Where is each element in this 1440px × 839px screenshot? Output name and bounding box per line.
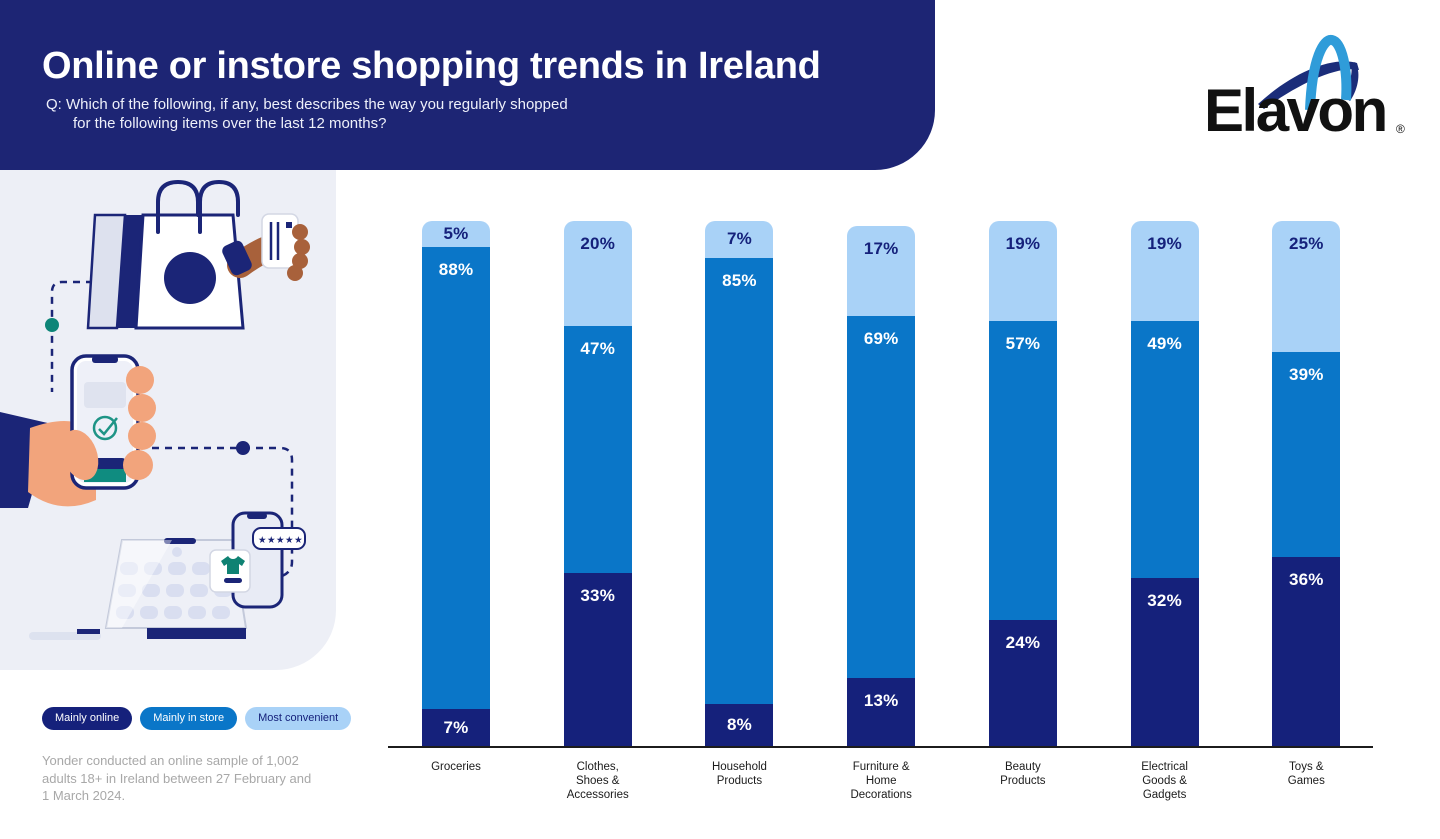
value-label: 47%	[580, 339, 616, 358]
shopping-illustration: ★★★★★	[0, 179, 310, 640]
bar-groceries: 5% 88% 7%	[422, 221, 490, 746]
stacked-bar-chart: 5% 88% 7% 20% 47% 33% 7% 85% 8% 17% 69% 13% 19% 57% 24…	[422, 221, 1341, 746]
registered-trademark: ®	[1396, 122, 1405, 136]
segment-mainly-in-store: 39%	[1272, 352, 1341, 557]
segment-most-convenient: 7%	[705, 221, 774, 258]
value-label: 20%	[580, 234, 616, 253]
bar-toys-games: 25% 39% 36%	[1272, 221, 1341, 746]
teal-dot	[45, 318, 59, 332]
category-label: Electrical Goods & Gadgets	[1141, 761, 1188, 801]
footnote-line3: 1 March 2024.	[42, 788, 126, 803]
laptop	[29, 538, 248, 640]
footnote-line2: adults 18+ in Ireland between 27 Februar…	[42, 770, 312, 786]
segment-mainly-online: 36%	[1272, 557, 1341, 746]
value-label: 19%	[1147, 234, 1182, 253]
segment-mainly-in-store: 85%	[705, 257, 774, 704]
segment-mainly-online: 13%	[847, 677, 916, 746]
swoosh-light-arc	[1305, 34, 1352, 111]
category-label: Furniture & Home Decorations	[850, 761, 912, 801]
checkmark-icon	[92, 415, 118, 441]
product-phone: ★★★★★	[209, 511, 306, 609]
value-label: 13%	[863, 690, 899, 710]
dashed-path-left	[50, 280, 106, 392]
category-label: Household Products	[711, 761, 767, 787]
rating-bubble: ★★★★★	[252, 527, 306, 550]
elavon-wordmark: Elavon	[1204, 77, 1388, 144]
segment-most-convenient: 19%	[988, 221, 1057, 321]
value-label: 39%	[1289, 365, 1324, 385]
page-title: Online or instore shopping trends in Ire…	[42, 45, 821, 87]
value-label: 17%	[863, 239, 899, 259]
value-label: 24%	[1005, 633, 1041, 652]
value-label: 32%	[1147, 591, 1182, 610]
bar-furniture-home-decorations: 17% 69% 13%	[847, 226, 916, 746]
shopping-bag	[86, 179, 245, 330]
illustration-panel: ★★★★★	[0, 170, 336, 670]
bar-household-products: 7% 85% 8%	[705, 221, 774, 746]
methodology-footnote: Yonder conducted an online sample of 1,0…	[42, 752, 332, 805]
elavon-swoosh-icon	[1258, 34, 1359, 111]
value-label: 33%	[580, 585, 616, 605]
category-label: Clothes, Shoes & Accessories	[566, 761, 629, 801]
value-label: 49%	[1147, 333, 1182, 353]
navy-dot	[236, 441, 250, 455]
segment-mainly-in-store: 88%	[422, 247, 490, 710]
dashed-path-right	[152, 446, 294, 578]
x-axis-line	[388, 746, 1373, 748]
rating-stars: ★★★★★	[258, 535, 303, 546]
survey-question-line2: for the following items over the last 12…	[73, 115, 387, 132]
value-label: 19%	[1005, 234, 1041, 253]
bar-electrical-goods-gadgets: 19% 49% 32%	[1130, 221, 1199, 746]
bar-beauty-products: 19% 57% 24%	[988, 221, 1057, 746]
legend-pill-most-convenient: Most convenient	[245, 707, 352, 730]
segment-most-convenient: 17%	[847, 226, 916, 316]
tshirt-icon	[221, 556, 245, 574]
segment-mainly-online: 7%	[422, 709, 490, 746]
footnote-line1: Yonder conducted an online sample of 1,0…	[42, 753, 299, 768]
segment-mainly-online: 24%	[988, 620, 1057, 746]
header-banner: Online or instore shopping trends in Ire…	[0, 0, 935, 170]
legend-pill-mainly-online: Mainly online	[42, 707, 133, 730]
category-label: Beauty Products	[1000, 761, 1046, 787]
value-label: 88%	[438, 260, 474, 280]
segment-mainly-online: 33%	[563, 572, 632, 746]
survey-question: Q: Which of the following, if any, best …	[46, 95, 568, 133]
legend-pill-mainly-in-store: Mainly in store	[140, 707, 238, 730]
segment-mainly-in-store: 69%	[847, 315, 916, 678]
chart-legend: Mainly online Mainly in store Most conve…	[42, 707, 352, 730]
value-label: 36%	[1289, 570, 1324, 589]
value-label: 25%	[1289, 234, 1324, 253]
segment-most-convenient: 20%	[563, 221, 632, 326]
segment-mainly-online: 32%	[1130, 578, 1199, 746]
segment-most-convenient: 19%	[1130, 221, 1199, 321]
bar-clothes-shoes-accessories: 20% 47% 33%	[563, 221, 632, 746]
value-label: 57%	[1005, 333, 1041, 353]
hand-holding-card	[222, 213, 310, 281]
value-label: 8%	[726, 715, 752, 734]
segment-mainly-online: 8%	[705, 704, 774, 746]
category-labels: Groceries Clothes, Shoes & Accessories House…	[0, 760, 1440, 830]
segment-most-convenient: 5%	[422, 221, 490, 248]
value-label: 7%	[726, 229, 752, 249]
hand-holding-phone	[0, 354, 156, 508]
category-label: Toys & Games	[1287, 761, 1325, 787]
elavon-logo: Elavon ®	[1196, 28, 1416, 148]
value-label: 69%	[863, 328, 899, 348]
segment-mainly-in-store: 57%	[988, 320, 1057, 620]
segment-most-convenient: 25%	[1272, 221, 1341, 353]
value-label: 85%	[722, 270, 757, 290]
segment-mainly-in-store: 47%	[563, 326, 632, 573]
survey-question-line1: Q: Which of the following, if any, best …	[46, 96, 568, 113]
segment-mainly-in-store: 49%	[1130, 320, 1199, 578]
category-label: Groceries	[431, 761, 481, 773]
value-label: 7%	[443, 717, 469, 737]
value-label: 5%	[443, 224, 469, 244]
